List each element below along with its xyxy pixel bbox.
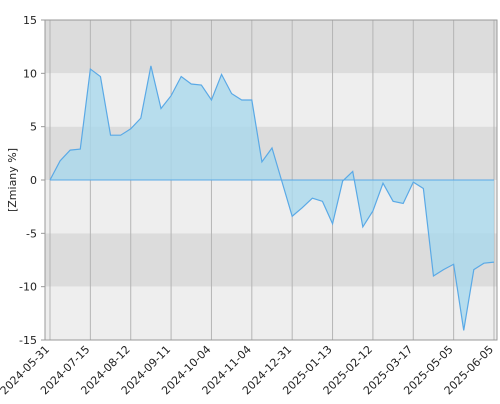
y-tick-label: -10 <box>19 281 37 294</box>
y-tick-label: 15 <box>23 14 37 27</box>
grid-band <box>45 20 497 74</box>
grid-band <box>45 180 497 234</box>
line <box>49 65 495 331</box>
grid-band <box>45 73 497 127</box>
plot-frame <box>44 19 498 341</box>
y-tick-label: 0 <box>30 174 37 187</box>
area <box>50 65 494 331</box>
grid-band <box>45 286 497 340</box>
y-axis-label: [Zmiany %] <box>6 148 19 212</box>
grid-band <box>45 233 497 287</box>
y-tick-label: 5 <box>30 121 37 134</box>
y-tick-label: -5 <box>26 227 37 240</box>
y-tick-label: 10 <box>23 67 37 80</box>
y-tick-label: -15 <box>19 334 37 347</box>
